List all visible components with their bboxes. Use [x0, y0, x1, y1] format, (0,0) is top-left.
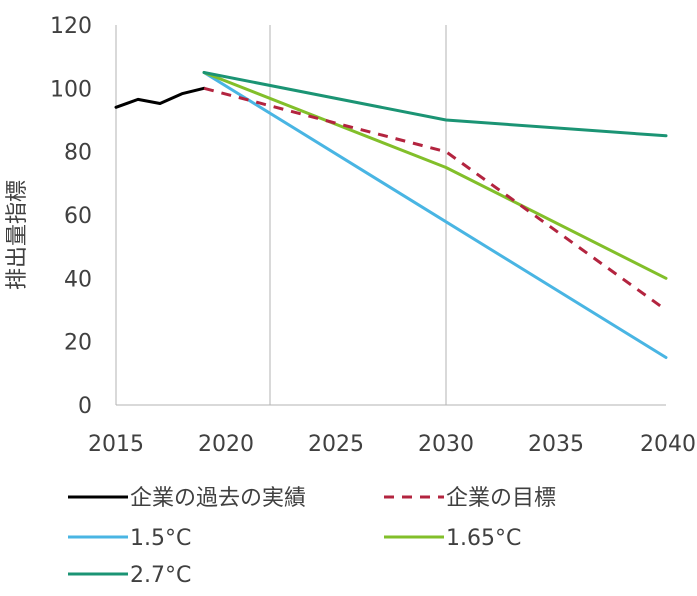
- y-tick-label: 120: [50, 14, 92, 39]
- x-tick-label: 2020: [198, 432, 254, 457]
- series-line-2: [203, 86, 667, 312]
- y-tick-label: 20: [64, 331, 92, 356]
- legend-label-1: 企業の過去の実績: [130, 486, 306, 511]
- series-line-1: [114, 86, 206, 109]
- y-tick-label: 0: [78, 394, 92, 419]
- axes: [115, 25, 666, 406]
- x-tick-label: 2025: [308, 432, 364, 457]
- series-lines: [114, 71, 668, 359]
- x-tick-label: 2035: [528, 432, 584, 457]
- legend-label-3: 1.5°C: [130, 526, 191, 551]
- x-tick-label: 2015: [88, 432, 144, 457]
- series-line-4: [202, 71, 668, 280]
- y-axis-label: 排出量指標: [5, 180, 30, 290]
- legend-label-2: 企業の目標: [446, 486, 556, 511]
- legend-label-5: 2.7°C: [130, 563, 191, 588]
- x-tick-label: 2040: [640, 432, 696, 457]
- y-tick-label: 80: [64, 141, 92, 166]
- y-tick-label: 40: [64, 267, 92, 292]
- x-tick-label: 2030: [418, 432, 474, 457]
- legend-label-4: 1.65°C: [446, 526, 521, 551]
- series-line-3: [202, 71, 668, 359]
- y-tick-label: 100: [50, 77, 92, 102]
- series-line-5: [202, 71, 668, 138]
- reference-lines: [269, 25, 447, 405]
- legend: 企業の過去の実績 企業の目標 1.5°C 1.65°C 2.7°C: [68, 486, 556, 588]
- y-tick-label: 60: [64, 204, 92, 229]
